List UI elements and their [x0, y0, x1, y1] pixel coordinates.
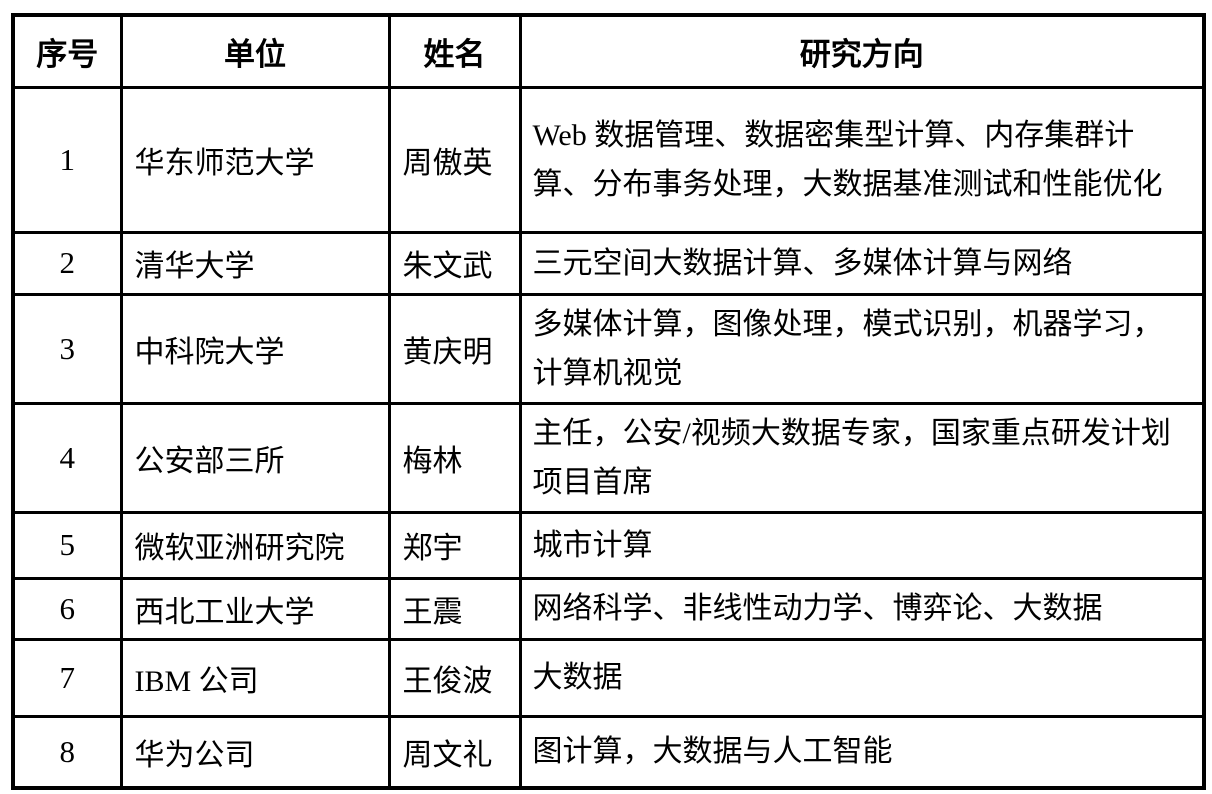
cell-no: 4 [11, 401, 123, 514]
header-row: 序号 单位 姓名 研究方向 [11, 13, 1206, 89]
table-row: 4 公安部三所 梅林 主任，公安/视频大数据专家，国家重点研发计划项目首席 [11, 401, 1206, 514]
cell-org: 中科院大学 [119, 292, 391, 405]
cell-no: 7 [11, 637, 123, 718]
cell-name: 朱文武 [387, 230, 522, 296]
cell-name: 周傲英 [387, 85, 522, 234]
table-row: 5 微软亚洲研究院 郑宇 城市计算 [11, 510, 1206, 580]
cell-name: 黄庆明 [387, 292, 522, 405]
cell-research: 图计算，大数据与人工智能 [518, 714, 1206, 790]
cell-name: 王俊波 [387, 637, 522, 718]
cell-name: 梅林 [387, 401, 522, 514]
cell-research: Web 数据管理、数据密集型计算、内存集群计算、分布事务处理，大数据基准测试和性… [518, 85, 1206, 234]
cell-no: 5 [11, 510, 123, 580]
cell-org: IBM 公司 [119, 637, 391, 718]
cell-no: 3 [11, 292, 123, 405]
cell-org: 华东师范大学 [119, 85, 391, 234]
table-row: 7 IBM 公司 王俊波 大数据 [11, 637, 1206, 718]
cell-no: 6 [11, 576, 123, 641]
cell-research: 大数据 [518, 637, 1206, 718]
table-row: 2 清华大学 朱文武 三元空间大数据计算、多媒体计算与网络 [11, 230, 1206, 296]
cell-no: 1 [11, 85, 123, 234]
column-header-name: 姓名 [387, 13, 522, 89]
experts-table: 序号 单位 姓名 研究方向 1 华东师范大学 周傲英 Web 数据管理、数据密集… [11, 13, 1206, 790]
cell-org: 西北工业大学 [119, 576, 391, 641]
cell-research: 网络科学、非线性动力学、博弈论、大数据 [518, 576, 1206, 641]
cell-org: 微软亚洲研究院 [119, 510, 391, 580]
cell-name: 王震 [387, 576, 522, 641]
column-header-no: 序号 [11, 13, 123, 89]
table-row: 1 华东师范大学 周傲英 Web 数据管理、数据密集型计算、内存集群计算、分布事… [11, 85, 1206, 234]
column-header-org: 单位 [119, 13, 391, 89]
cell-research: 多媒体计算，图像处理，模式识别，机器学习，计算机视觉 [518, 292, 1206, 405]
column-header-research: 研究方向 [518, 13, 1206, 89]
cell-research: 城市计算 [518, 510, 1206, 580]
cell-org: 清华大学 [119, 230, 391, 296]
table-row: 3 中科院大学 黄庆明 多媒体计算，图像处理，模式识别，机器学习，计算机视觉 [11, 292, 1206, 405]
table-row: 8 华为公司 周文礼 图计算，大数据与人工智能 [11, 714, 1206, 790]
cell-research: 主任，公安/视频大数据专家，国家重点研发计划项目首席 [518, 401, 1206, 514]
cell-org: 公安部三所 [119, 401, 391, 514]
table-row: 6 西北工业大学 王震 网络科学、非线性动力学、博弈论、大数据 [11, 576, 1206, 641]
cell-name: 周文礼 [387, 714, 522, 790]
cell-name: 郑宇 [387, 510, 522, 580]
cell-org: 华为公司 [119, 714, 391, 790]
cell-research: 三元空间大数据计算、多媒体计算与网络 [518, 230, 1206, 296]
cell-no: 8 [11, 714, 123, 790]
cell-no: 2 [11, 230, 123, 296]
